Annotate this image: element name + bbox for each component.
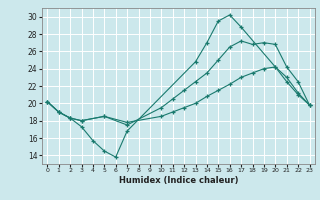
X-axis label: Humidex (Indice chaleur): Humidex (Indice chaleur) bbox=[119, 176, 238, 185]
